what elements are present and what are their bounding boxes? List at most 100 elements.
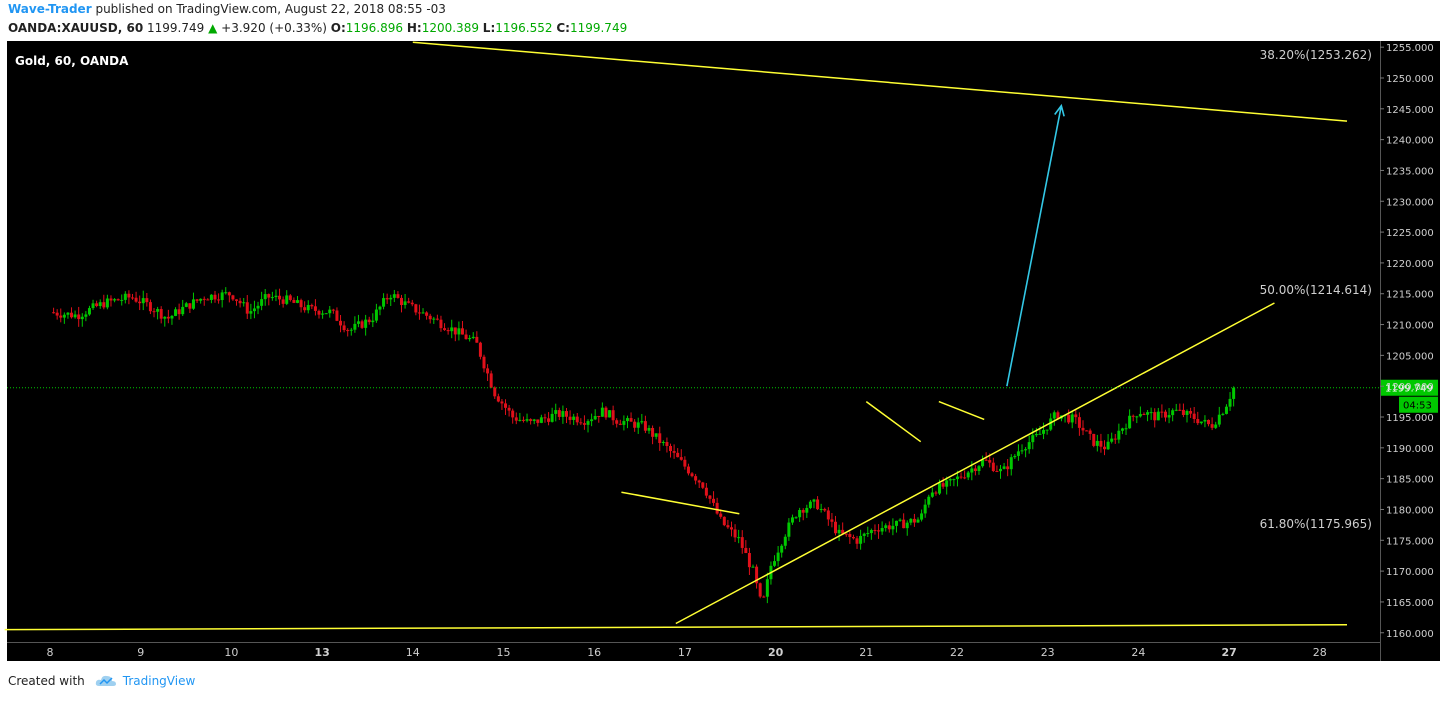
candle-body (826, 510, 830, 520)
candle-body (1210, 424, 1214, 428)
candle-body (504, 403, 508, 408)
candle-body (191, 299, 195, 309)
y-axis-tick-label: 1190.000 (1386, 444, 1434, 455)
candle-body (916, 519, 920, 523)
x-axis-tick-label: 10 (224, 646, 238, 659)
candle-body (561, 411, 565, 417)
candle-body (66, 312, 70, 315)
candle-body (1009, 457, 1013, 470)
candle-body (73, 314, 77, 318)
candle-body (471, 336, 475, 338)
candle-body (148, 302, 152, 312)
candle-body (1013, 455, 1017, 458)
candle-body (665, 442, 669, 446)
candle-body (762, 596, 766, 598)
open-value: 1196.896 (345, 21, 404, 35)
candle-body (428, 315, 432, 320)
time-axis-background (7, 642, 1380, 661)
candle-body (120, 299, 124, 301)
candle-body (787, 522, 791, 537)
candle-body (1067, 414, 1071, 423)
countdown-tag-label: 04:53 (1403, 401, 1432, 412)
candle-body (303, 307, 307, 311)
candle-body (844, 533, 848, 535)
candle-body (511, 410, 515, 418)
candle-body (489, 373, 493, 388)
candle-body (733, 529, 737, 538)
candle-body (475, 336, 479, 343)
candle-body (1077, 417, 1081, 428)
candle-body (1221, 413, 1225, 415)
open-label: O: (330, 21, 346, 35)
candle-body (468, 337, 472, 340)
candle-body (1117, 430, 1121, 440)
candle-body (905, 522, 909, 529)
x-axis-tick-label: 23 (1041, 646, 1055, 659)
candle-body (1214, 424, 1218, 428)
candle-body (1199, 421, 1203, 424)
candle-body (478, 342, 482, 357)
candle-body (102, 302, 106, 308)
candle-body (170, 315, 174, 319)
candle-body (1038, 433, 1042, 435)
candle-body (518, 419, 522, 421)
candle-body (295, 300, 299, 303)
candle-body (776, 552, 780, 562)
candle-body (306, 305, 310, 311)
tradingview-link[interactable]: TradingView (122, 674, 196, 688)
candle-body (1124, 428, 1128, 430)
projection-arrow-head (1054, 103, 1065, 117)
candle-body (859, 535, 863, 544)
trendline-bottom-support (4, 623, 1348, 631)
candle-body (672, 451, 676, 453)
candle-body (256, 305, 260, 309)
tradingview-cloud-icon (95, 675, 116, 686)
candle-body (62, 314, 66, 318)
candle-body (195, 299, 199, 301)
candle-body (855, 538, 859, 544)
author-link[interactable]: Wave-Trader (8, 2, 92, 16)
candle-body (1131, 415, 1135, 417)
fib-level-label: 50.00%(1214.614) (1260, 283, 1372, 297)
candle-body (808, 501, 812, 508)
candle-body (238, 300, 242, 304)
candle-body (819, 508, 823, 510)
x-axis-tick-label: 27 (1221, 646, 1236, 659)
candle-body (1016, 451, 1020, 456)
candle-body (729, 527, 733, 530)
candle-body (1042, 430, 1046, 434)
candle-body (887, 525, 891, 530)
candle-body (604, 407, 608, 418)
candle-body (130, 297, 134, 299)
candle-body (1174, 409, 1178, 411)
candle-body (622, 421, 626, 425)
x-axis-tick-label: 16 (587, 646, 601, 659)
candle-body (812, 499, 816, 502)
candle-body (629, 418, 633, 422)
low-label: L: (482, 21, 496, 35)
fib-level-label: 61.80%(1175.965) (1260, 517, 1372, 531)
candle-body (217, 299, 221, 301)
x-axis-tick-label: 15 (497, 646, 511, 659)
candle-body (486, 368, 490, 374)
candle-body (1092, 433, 1096, 446)
candle-body (1178, 409, 1182, 411)
y-axis-tick-label: 1170.000 (1386, 567, 1434, 578)
candle-body (970, 468, 974, 473)
candle-body (292, 299, 296, 303)
y-axis-tick-label: 1245.000 (1386, 105, 1434, 116)
candle-body (1189, 411, 1193, 414)
candle-body (1120, 428, 1124, 431)
candle-body (145, 298, 149, 303)
candle-body (174, 309, 178, 316)
candle-body (988, 460, 992, 463)
candle-body (1095, 440, 1099, 446)
candle-body (959, 476, 963, 478)
candle-body (998, 468, 1002, 472)
candle-body (220, 292, 224, 301)
candle-body (572, 416, 576, 420)
candle-body (521, 419, 525, 421)
candle-body (288, 295, 292, 300)
